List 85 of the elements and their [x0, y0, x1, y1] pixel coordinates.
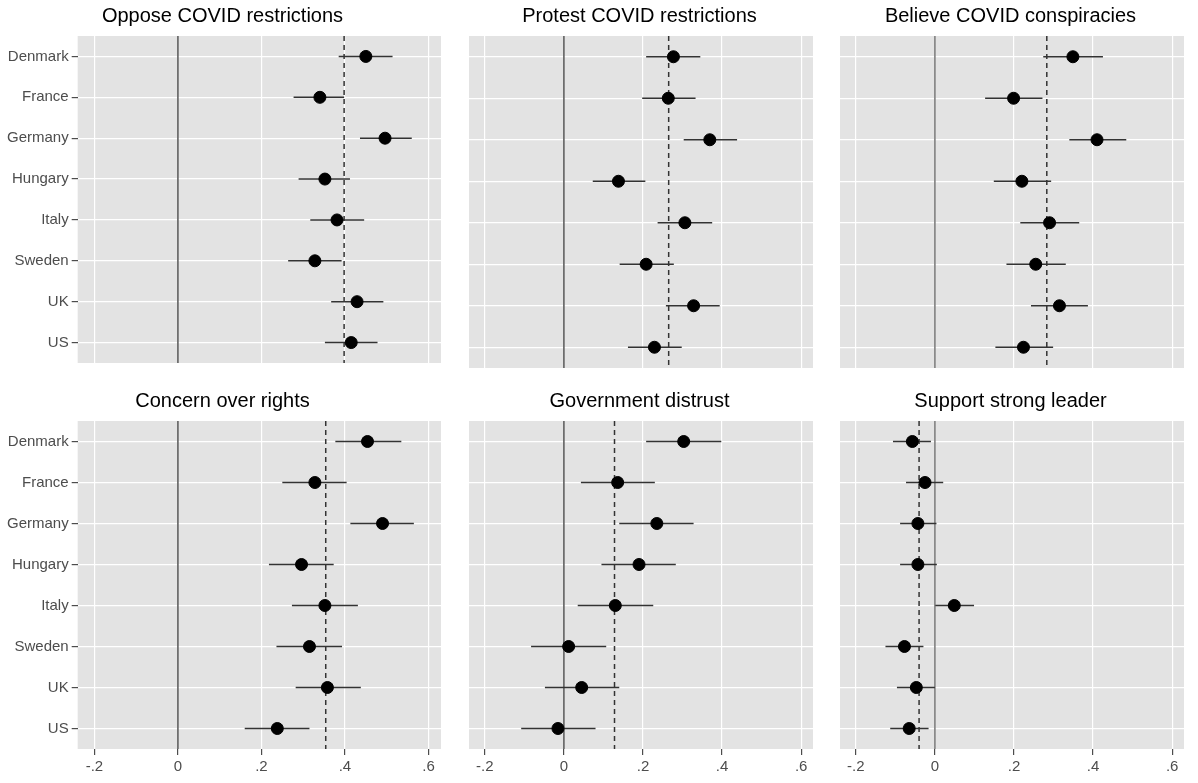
point — [687, 299, 701, 313]
point — [575, 681, 589, 694]
y-tick-label: Hungary — [11, 554, 70, 572]
point — [909, 681, 923, 694]
y-tick-label: UK — [47, 677, 69, 695]
point — [647, 340, 661, 354]
point — [320, 681, 334, 694]
x-tick-label: .2 — [255, 757, 268, 775]
x-tick-label: .4 — [1086, 757, 1100, 775]
x-tick-label: 0 — [173, 757, 183, 775]
point — [313, 90, 327, 104]
y-tick-label: Sweden — [14, 636, 69, 654]
x-tick-label: 0 — [559, 757, 569, 775]
y-tick-label: France — [22, 87, 69, 105]
point — [650, 517, 664, 530]
y-tick-label: Germany — [7, 513, 70, 531]
chart-title: Support strong leader — [914, 388, 1108, 411]
point — [376, 517, 390, 530]
y-tick-label: US — [47, 718, 69, 736]
x-tick-label: .6 — [794, 757, 808, 775]
chart-title: Protest COVID restrictions — [522, 3, 757, 26]
x-tick-label: -.2 — [85, 757, 104, 775]
x-tick-label: .2 — [1007, 757, 1021, 775]
chart-title: Believe COVID conspiracies — [884, 3, 1137, 26]
point — [308, 254, 322, 268]
point — [911, 517, 925, 530]
point — [1043, 216, 1057, 230]
point — [1052, 299, 1066, 313]
point — [703, 133, 717, 147]
point — [361, 435, 374, 448]
x-tick-label: .6 — [422, 757, 435, 775]
point — [608, 599, 622, 612]
point — [318, 172, 332, 186]
point — [1007, 91, 1021, 105]
point — [677, 435, 691, 448]
x-tick-label: .6 — [1165, 757, 1179, 775]
point — [295, 558, 309, 571]
point — [378, 131, 392, 145]
point — [678, 216, 692, 230]
x-tick-label: 0 — [930, 757, 940, 775]
point — [611, 174, 625, 188]
chart-title: Government distrust — [549, 388, 730, 411]
x-tick-label: .4 — [715, 757, 729, 775]
y-tick-label: Hungary — [11, 169, 70, 187]
point — [947, 599, 961, 612]
y-tick-label: US — [47, 332, 69, 350]
point — [302, 640, 316, 653]
y-tick-label: Denmark — [7, 431, 70, 449]
y-tick-label: Sweden — [14, 250, 69, 268]
y-tick-label: Italy — [41, 210, 70, 228]
point — [1090, 133, 1104, 147]
point — [911, 558, 925, 571]
y-tick-label: UK — [47, 291, 69, 309]
point — [562, 640, 576, 653]
point — [1066, 50, 1080, 64]
point — [611, 476, 625, 489]
point — [905, 435, 919, 448]
point — [350, 295, 364, 309]
point — [666, 50, 680, 64]
point — [359, 49, 373, 63]
point — [308, 476, 322, 489]
point — [1029, 257, 1043, 271]
point — [318, 599, 332, 612]
x-tick-label: -.2 — [476, 757, 494, 775]
point — [344, 336, 358, 350]
chart-title: Oppose COVID restrictions — [101, 3, 344, 26]
point — [330, 213, 344, 227]
y-tick-label: Denmark — [7, 46, 70, 64]
y-tick-label: France — [22, 472, 69, 490]
point — [551, 722, 565, 735]
point — [1015, 174, 1029, 188]
point — [639, 257, 653, 271]
point — [897, 640, 911, 653]
y-tick-label: Italy — [41, 595, 70, 613]
x-tick-label: .4 — [338, 757, 352, 775]
x-tick-label: .2 — [636, 757, 650, 775]
point — [1016, 340, 1030, 354]
point — [632, 558, 646, 571]
point — [902, 722, 916, 735]
point — [270, 722, 284, 735]
point — [661, 91, 675, 105]
x-tick-label: -.2 — [847, 757, 865, 775]
chart-title: Concern over rights — [135, 388, 310, 411]
y-tick-label: Germany — [7, 128, 70, 146]
point — [918, 476, 932, 489]
